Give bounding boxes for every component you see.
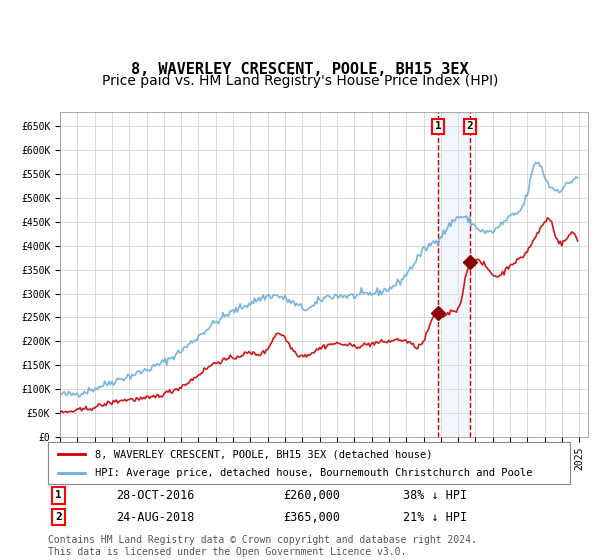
Text: Price paid vs. HM Land Registry's House Price Index (HPI): Price paid vs. HM Land Registry's House … — [102, 74, 498, 88]
Text: 2: 2 — [55, 512, 62, 522]
Text: 24-AUG-2018: 24-AUG-2018 — [116, 511, 194, 524]
Text: £260,000: £260,000 — [283, 489, 340, 502]
Text: 38% ↓ HPI: 38% ↓ HPI — [403, 489, 467, 502]
Text: 2: 2 — [466, 122, 473, 132]
Text: Contains HM Land Registry data © Crown copyright and database right 2024.
This d: Contains HM Land Registry data © Crown c… — [48, 535, 477, 557]
Text: 28-OCT-2016: 28-OCT-2016 — [116, 489, 194, 502]
Text: 8, WAVERLEY CRESCENT, POOLE, BH15 3EX: 8, WAVERLEY CRESCENT, POOLE, BH15 3EX — [131, 63, 469, 77]
Text: 1: 1 — [55, 491, 62, 501]
Text: 8, WAVERLEY CRESCENT, POOLE, BH15 3EX (detached house): 8, WAVERLEY CRESCENT, POOLE, BH15 3EX (d… — [95, 449, 433, 459]
Text: 21% ↓ HPI: 21% ↓ HPI — [403, 511, 467, 524]
Text: HPI: Average price, detached house, Bournemouth Christchurch and Poole: HPI: Average price, detached house, Bour… — [95, 468, 532, 478]
Text: 1: 1 — [434, 122, 442, 132]
Text: £365,000: £365,000 — [283, 511, 340, 524]
Bar — [438, 112, 470, 437]
